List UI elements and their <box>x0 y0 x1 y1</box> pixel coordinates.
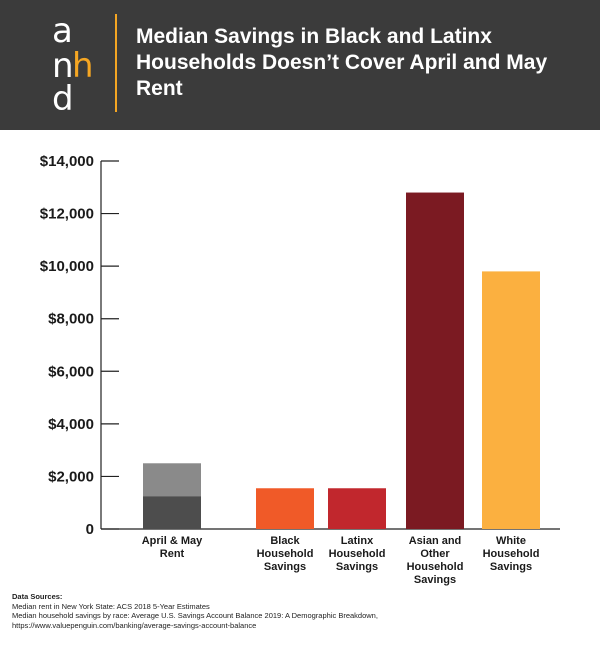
source-line: https://www.valuepenguin.com/banking/ave… <box>12 620 257 630</box>
y-tick-label: $12,000 <box>40 206 94 223</box>
logo-letter-a: a <box>52 11 73 51</box>
logo-letter-h: h <box>72 46 94 86</box>
y-tick-label: $6,000 <box>48 363 94 380</box>
x-category-label: Black Household Savings <box>257 535 314 573</box>
header-divider <box>115 14 117 112</box>
x-category-label: April & May Rent <box>142 535 203 560</box>
x-category-label: White Household Savings <box>483 535 540 573</box>
bar-0-segment-1 <box>143 463 201 497</box>
chart-title: Median Savings in Black and Latinx House… <box>136 25 548 100</box>
bar-chart: $14,000 $12,000 $10,000 $8,000 $6,000 $4,000 $… <box>40 153 560 586</box>
source-line: Median household savings by race: Averag… <box>12 611 378 620</box>
bar-0-segment-0 <box>143 496 201 529</box>
y-tick-label: $4,000 <box>48 416 94 433</box>
y-tick-label: $2,000 <box>48 468 94 485</box>
bar-2 <box>328 488 386 529</box>
header-banner: a n h d Median Savings in Black and Lati… <box>0 0 600 130</box>
x-category-label: Latinx Household Savings <box>329 535 386 573</box>
sources-heading: Data Sources: <box>12 592 63 601</box>
x-category-label: Asian and Other Household Savings <box>407 535 464 586</box>
bar-3 <box>406 192 464 530</box>
logo-letter-n: n <box>52 46 74 86</box>
y-tick-label: $10,000 <box>40 258 94 275</box>
y-tick-label: $8,000 <box>48 311 94 328</box>
source-line: Median rent in New York State: ACS 2018 … <box>12 601 210 611</box>
data-sources: Data Sources: Median rent in New York St… <box>12 592 592 630</box>
bar-1 <box>256 488 314 529</box>
logo-letter-d: d <box>52 79 74 119</box>
y-tick-label: 0 <box>86 521 94 538</box>
y-tick-label: $14,000 <box>40 153 94 170</box>
bar-4 <box>482 271 540 529</box>
anhd-logo: a n h d <box>48 12 108 120</box>
